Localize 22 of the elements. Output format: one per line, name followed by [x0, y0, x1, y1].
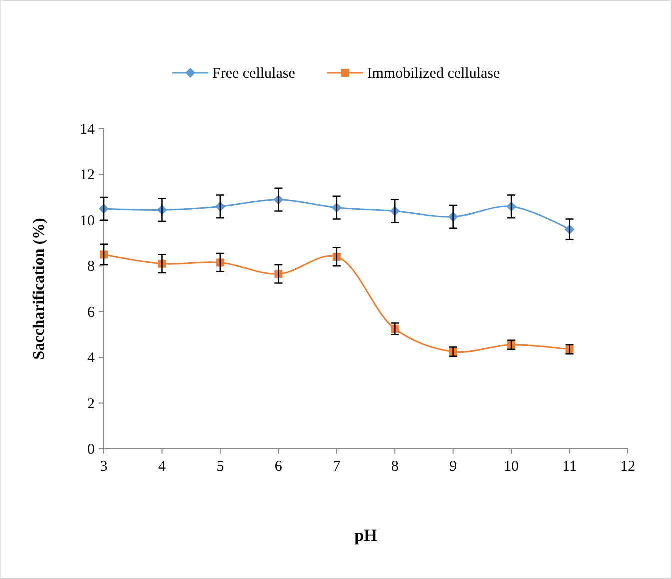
- x-tick-label: 4: [158, 459, 166, 475]
- x-tick-label: 8: [391, 459, 399, 475]
- y-tick-label: 8: [88, 259, 95, 276]
- x-tick-label: 3: [100, 459, 108, 475]
- x-tick-label: 9: [450, 459, 458, 475]
- x-axis-title: pH: [354, 526, 378, 545]
- y-axis-title: Saccharification (%): [31, 218, 48, 360]
- y-tick-label: 14: [80, 122, 96, 138]
- y-tick-label: 6: [88, 304, 96, 321]
- x-tick-label: 11: [562, 459, 578, 475]
- y-tick-label: 2: [88, 396, 95, 412]
- y-tick-label: 4: [88, 350, 96, 367]
- legend-label: Immobilized cellulase: [367, 66, 501, 82]
- x-tick-label: 10: [504, 459, 520, 475]
- x-tick-label: 5: [216, 459, 224, 475]
- legend-label: Free cellulase: [212, 66, 296, 82]
- x-tick-label: 12: [620, 459, 636, 475]
- x-tick-label: 7: [333, 459, 342, 475]
- x-tick-label: 6: [274, 459, 283, 475]
- y-tick-label: 0: [88, 442, 95, 458]
- y-tick-label: 10: [80, 213, 95, 230]
- y-tick-label: 12: [80, 168, 95, 184]
